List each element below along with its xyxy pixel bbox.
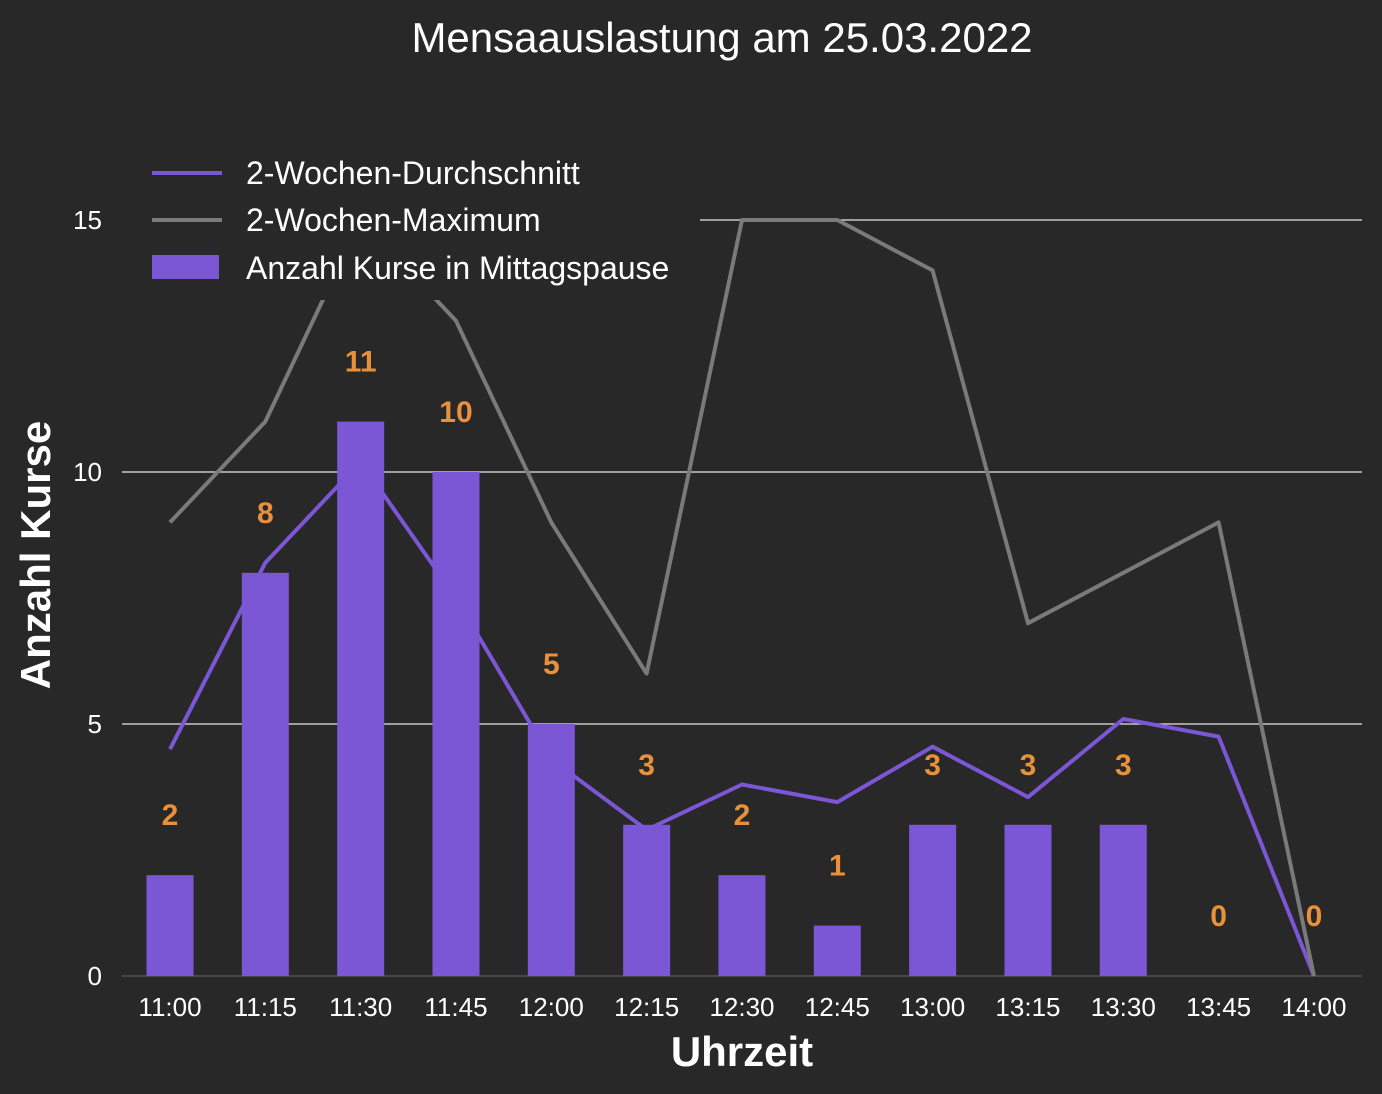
bar-1 (241, 572, 289, 976)
x-tick-label: 11:30 (329, 992, 392, 1022)
x-axis-ticks: 11:00 11:15 11:30 11:45 12:00 12:15 12:30 12:45… (138, 992, 1346, 1022)
data-label-9: 3 (1020, 749, 1037, 782)
y-axis-ticks: 0 5 10 15 (73, 205, 102, 991)
bar-series (146, 421, 1147, 977)
data-label-8: 3 (924, 749, 941, 782)
bar-0 (146, 875, 194, 976)
data-label-2: 11 (345, 346, 377, 379)
y-tick-label: 5 (88, 709, 102, 739)
bar-10 (1099, 824, 1147, 976)
data-labels: 2 8 11 10 5 3 2 1 3 3 3 0 0 (162, 346, 1323, 933)
legend-label-kurse: Anzahl Kurse in Mittagspause (246, 250, 669, 286)
x-axis-title: Uhrzeit (671, 1028, 813, 1075)
chart-title: Mensaauslastung am 25.03.2022 (411, 14, 1032, 61)
x-tick-label: 11:45 (424, 992, 487, 1022)
x-tick-label: 12:00 (519, 992, 584, 1022)
legend: 2-Wochen-Durchschnitt 2-Wochen-Maximum A… (122, 140, 700, 300)
data-label-3: 10 (439, 396, 472, 429)
data-label-4: 5 (543, 648, 560, 681)
bar-3 (432, 472, 480, 976)
x-tick-label: 12:45 (805, 992, 870, 1022)
x-tick-label: 11:00 (138, 992, 201, 1022)
bar-9 (1004, 824, 1052, 976)
bar-6 (718, 875, 766, 976)
y-tick-label: 15 (73, 205, 102, 235)
bar-8 (909, 824, 957, 976)
bar-5 (623, 824, 671, 976)
x-tick-label: 14:00 (1281, 992, 1346, 1022)
legend-label-maximum: 2-Wochen-Maximum (246, 202, 541, 238)
data-label-5: 3 (638, 749, 655, 782)
x-tick-label: 13:15 (995, 992, 1060, 1022)
x-tick-label: 13:00 (900, 992, 965, 1022)
bar-4 (527, 724, 575, 976)
data-label-1: 8 (257, 497, 274, 530)
legend-label-durchschnitt: 2-Wochen-Durchschnitt (246, 155, 580, 191)
y-tick-label: 0 (88, 961, 102, 991)
bar-2 (337, 421, 385, 977)
x-tick-label: 13:30 (1091, 992, 1156, 1022)
legend-swatch-kurse (152, 255, 219, 279)
y-tick-label: 10 (73, 457, 102, 487)
data-label-11: 0 (1210, 900, 1227, 933)
data-label-6: 2 (734, 799, 751, 832)
x-tick-label: 13:45 (1186, 992, 1251, 1022)
line-durchschnitt (168, 459, 1316, 977)
x-tick-label: 12:15 (614, 992, 679, 1022)
bar-7 (813, 925, 861, 976)
x-tick-label: 12:30 (709, 992, 774, 1022)
data-label-10: 3 (1115, 749, 1132, 782)
x-tick-label: 11:15 (234, 992, 297, 1022)
y-axis-title: Anzahl Kurse (12, 421, 59, 689)
data-label-0: 2 (162, 799, 179, 832)
data-label-12: 0 (1306, 900, 1323, 933)
data-label-7: 1 (829, 850, 846, 883)
